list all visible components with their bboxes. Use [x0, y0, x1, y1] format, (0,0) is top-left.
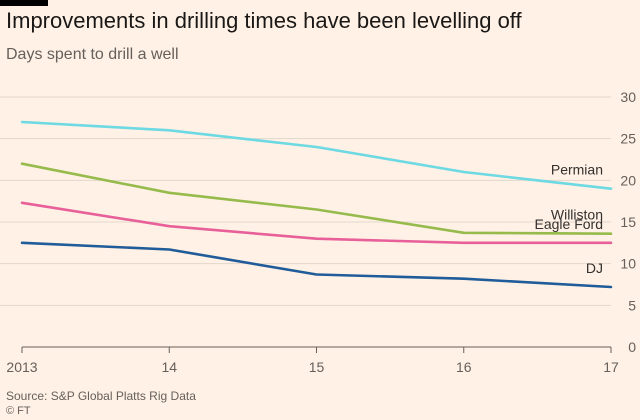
x-axis: 2013 14 15 16 17 — [6, 346, 619, 375]
series-line-dj — [20, 241, 613, 289]
chart-title: Improvements in drilling times have been… — [6, 8, 522, 33]
credit-note: © FT — [6, 405, 31, 417]
series-label: Williston — [551, 207, 603, 223]
series-line-eagle-ford — [20, 201, 613, 245]
source-note: Source: S&P Global Platts Rig Data — [6, 389, 196, 403]
y-tick-label: 0 — [628, 339, 636, 355]
y-tick-label: 20 — [620, 172, 636, 188]
y-tick-label: 15 — [620, 214, 636, 230]
x-tick-label: 15 — [309, 359, 325, 375]
line-chart: 0 5 10 15 20 25 30 2013 14 15 16 17 Permian Willist… — [0, 89, 636, 375]
x-tick-label: 17 — [603, 359, 619, 375]
x-tick-label: 14 — [161, 359, 177, 375]
y-tick-label: 10 — [620, 256, 636, 272]
x-tick-label: 2013 — [6, 359, 37, 375]
x-tick-label: 16 — [456, 359, 472, 375]
gridlines — [0, 96, 611, 306]
series-lines — [20, 120, 613, 289]
series-line-permian — [20, 120, 613, 190]
series-label: Permian — [551, 162, 603, 178]
y-tick-label: 30 — [620, 89, 636, 105]
y-axis-ticks: 0 5 10 15 20 25 30 — [620, 89, 636, 355]
chart-subtitle: Days spent to drill a well — [6, 46, 179, 63]
y-tick-label: 5 — [628, 297, 636, 313]
brand-bar — [0, 0, 48, 6]
series-line-williston — [20, 162, 613, 235]
series-label: DJ — [586, 260, 603, 276]
y-tick-label: 25 — [620, 131, 636, 147]
series-label: Eagle Ford — [535, 216, 603, 232]
